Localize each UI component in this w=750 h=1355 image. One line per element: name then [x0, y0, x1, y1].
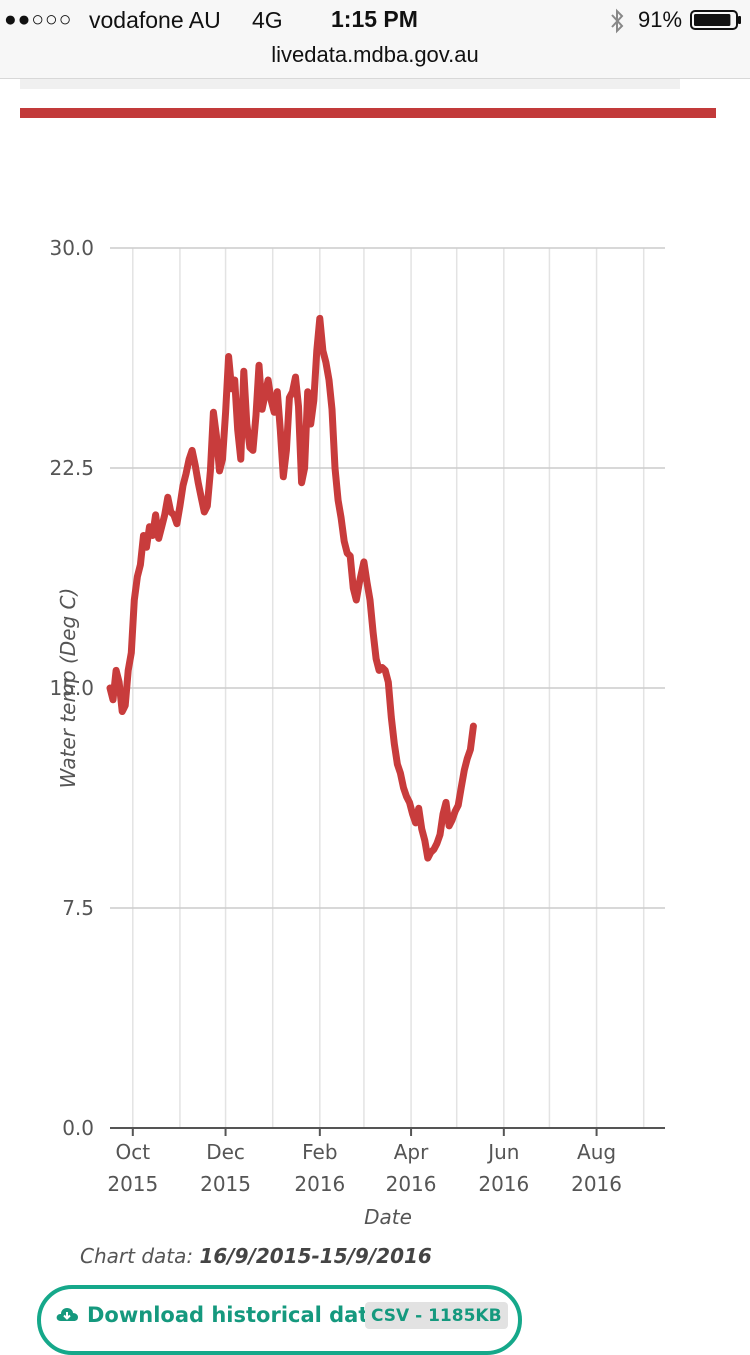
download-historical-data-button[interactable]: Download historical data CSV - 1185KB — [37, 1285, 522, 1355]
x-tick-year: 2016 — [571, 1172, 622, 1196]
download-label[interactable]: Download historical data — [87, 1303, 383, 1327]
y-tick-label: 30.0 — [49, 236, 94, 260]
cloud-download-icon — [56, 1308, 78, 1321]
y-tick-label: 0.0 — [62, 1116, 94, 1140]
header-divider — [20, 79, 680, 89]
horizontal-gridlines — [110, 247, 665, 1129]
water-temp-series-line — [106, 314, 477, 862]
x-tick-month: Feb — [302, 1140, 337, 1164]
signal-strength-icon: ●●○○○ — [4, 8, 73, 31]
browser-url-bar[interactable]: livedata.mdba.gov.au — [0, 40, 750, 79]
chart-range-label: Chart data: — [80, 1244, 194, 1268]
bluetooth-icon — [611, 8, 624, 34]
status-time: 1:15 PM — [331, 6, 418, 32]
carrier-name: vodafone AU — [89, 7, 221, 33]
y-tick-label: 7.5 — [62, 896, 94, 920]
x-tick-year: 2015 — [200, 1172, 251, 1196]
network-type: 4G — [252, 7, 283, 33]
x-tick-month: Dec — [206, 1140, 245, 1164]
x-tick-month: Oct — [116, 1140, 151, 1164]
chart-range-value: 16/9/2015-15/9/2016 — [199, 1244, 432, 1268]
x-tick-year: 2016 — [478, 1172, 529, 1196]
chart-data-range: Chart data: 16/9/2015-15/9/2016 — [80, 1244, 432, 1268]
x-tick-month: Jun — [486, 1140, 519, 1164]
x-tick-year: 2016 — [386, 1172, 437, 1196]
x-tick-year: 2015 — [107, 1172, 158, 1196]
y-tick-label: 15.0 — [49, 676, 94, 700]
url-text[interactable]: livedata.mdba.gov.au — [271, 42, 479, 67]
y-tick-labels: 0.0 7.5 15.0 22.5 30.0 — [49, 236, 94, 1140]
y-tick-label: 22.5 — [49, 456, 94, 480]
x-tick-year: 2016 — [294, 1172, 345, 1196]
x-axis-label: Date — [364, 1205, 412, 1229]
x-tick-labels: Oct 2015 Dec 2015 Feb 2016 Apr 2016 Jun 2016 Aug 20… — [107, 1128, 622, 1196]
y-axis-label: Water temp (Deg C) — [56, 588, 80, 789]
battery-icon — [690, 10, 741, 30]
x-tick-month: Aug — [577, 1140, 616, 1164]
water-temperature-chart: 0.0 7.5 15.0 22.5 30.0 Oct 2015 Dec 2015 Feb 2016… — [49, 236, 665, 1229]
x-tick-month: Apr — [394, 1140, 429, 1164]
status-bar: ●●○○○ vodafone AU 4G 1:15 PM 91% — [0, 0, 750, 40]
file-size-badge: CSV - 1185KB — [365, 1302, 508, 1329]
accent-bar — [20, 108, 716, 118]
battery-percentage: 91% — [638, 7, 683, 32]
